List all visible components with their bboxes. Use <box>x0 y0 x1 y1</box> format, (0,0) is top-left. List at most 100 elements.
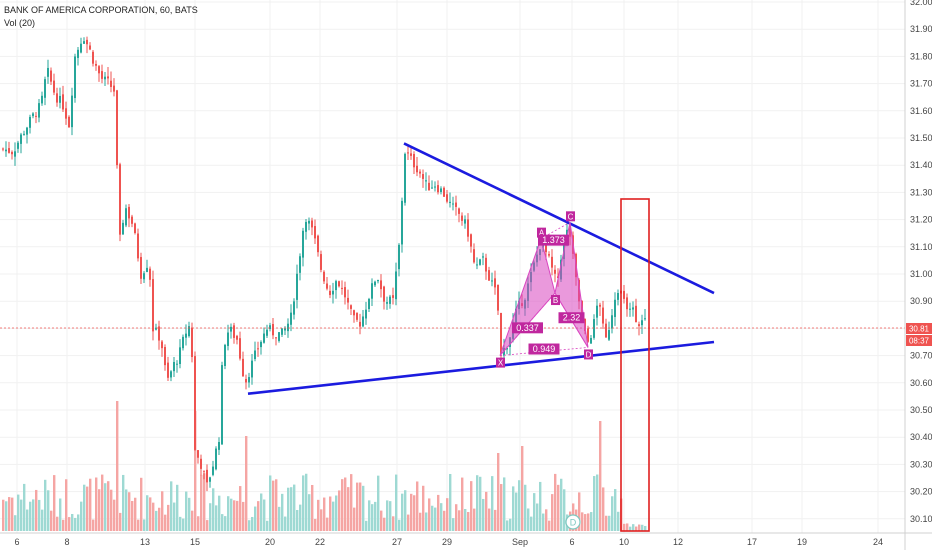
highlight-box[interactable] <box>620 198 650 532</box>
volume-bar <box>617 511 620 531</box>
candle-body <box>272 324 274 336</box>
price-tick-label: 31.30 <box>910 187 932 197</box>
candle-body <box>260 341 262 348</box>
volume-bar <box>62 519 65 531</box>
volume-bar <box>638 524 641 531</box>
volume-bar <box>230 498 233 531</box>
time-axis[interactable]: 6 8 13 15 20 22 27 29 Sep 6 10 12 17 19 24 <box>14 537 883 547</box>
candle-body <box>209 477 211 482</box>
candle-body <box>452 203 454 205</box>
candle-body <box>98 66 100 74</box>
volume-bar <box>563 489 566 531</box>
price-tick-label: 31.40 <box>910 160 932 170</box>
volume-bar <box>110 489 113 531</box>
candle-body <box>215 448 217 470</box>
volume-bar <box>20 499 23 531</box>
volume-bar <box>626 523 629 531</box>
candle-body <box>368 298 370 310</box>
volume-bar <box>467 512 470 531</box>
candle-body <box>257 348 259 350</box>
candle-body <box>479 259 481 265</box>
pattern-ratio-box <box>538 234 569 246</box>
candle-body <box>461 215 463 221</box>
trendlines[interactable] <box>247 142 715 395</box>
volume-bar <box>608 515 611 531</box>
volume-bar <box>398 519 401 531</box>
time-tick-label: Sep <box>512 537 528 547</box>
candle-body <box>332 290 334 295</box>
time-tick-label: 27 <box>392 537 402 547</box>
candle-body <box>173 362 175 372</box>
volume-bar <box>512 486 515 531</box>
volume-bar <box>248 520 251 531</box>
candle-body <box>242 358 244 377</box>
candle-body <box>131 216 133 224</box>
volume-bar <box>263 499 266 531</box>
candle-body <box>413 154 415 168</box>
volume-bar <box>152 502 155 531</box>
candle-body <box>233 325 235 338</box>
candle-body <box>614 299 616 318</box>
lower-trendline[interactable] <box>247 340 715 395</box>
candle-body <box>488 270 490 281</box>
candle-body <box>74 56 76 99</box>
candle-body <box>290 312 292 325</box>
candle-body <box>347 297 349 303</box>
candle-body <box>170 371 172 378</box>
price-tick-label: 30.10 <box>910 514 932 524</box>
volume-bar <box>509 518 512 531</box>
volume-bar <box>284 516 287 531</box>
candle-body <box>149 268 151 280</box>
volume-bar <box>524 484 527 531</box>
candle-body <box>221 365 223 445</box>
volume-bar <box>560 478 563 531</box>
volume-bar <box>206 520 209 531</box>
candle-body <box>596 305 598 318</box>
volume-bar <box>488 508 491 531</box>
candle-body <box>113 85 115 92</box>
price-tick-label: 31.00 <box>910 269 932 279</box>
volume-bar <box>215 505 218 531</box>
volume-bar <box>272 480 275 531</box>
candle-body <box>122 222 124 235</box>
harmonic-pattern[interactable]: X A B C D 0.337 1.373 2.32 0.949 <box>496 211 593 368</box>
volume-bar <box>197 516 200 531</box>
volume-bar <box>365 520 368 531</box>
upper-trendline[interactable] <box>403 142 715 295</box>
price-axis[interactable]: 32.00 31.90 31.80 31.70 31.60 31.50 31.40 31.30… <box>910 0 932 524</box>
pattern-point-label: B <box>553 296 558 305</box>
candle-body <box>2 148 4 150</box>
volume-bar <box>449 473 452 531</box>
volume-bar <box>122 474 125 531</box>
volume-bar <box>65 479 68 531</box>
candle-body <box>554 269 556 274</box>
candle-body <box>392 295 394 298</box>
candle-body <box>128 206 130 219</box>
candle-body <box>443 187 445 197</box>
volume-bar <box>506 520 509 531</box>
candle-body <box>134 223 136 233</box>
candle-body <box>494 278 496 288</box>
price-tick-label: 30.90 <box>910 296 932 306</box>
time-tick-label: 6 <box>569 537 574 547</box>
candle-body <box>158 326 160 341</box>
candle-body <box>470 234 472 247</box>
candle-body <box>107 76 109 79</box>
candle-body <box>473 249 475 263</box>
candle-body <box>110 80 112 87</box>
candle-body <box>176 363 178 365</box>
volume-bar <box>125 489 128 531</box>
last-price-text: 30.81 <box>909 325 930 334</box>
volume-bar <box>41 509 44 531</box>
candle-body <box>275 337 277 339</box>
last-price-tag <box>906 323 932 334</box>
volume-bar <box>533 493 536 531</box>
volume-bar <box>350 474 353 531</box>
candle-body <box>632 307 634 310</box>
candle-body <box>8 148 10 153</box>
candle-body <box>434 186 436 188</box>
candle-body <box>308 220 310 224</box>
dividend-marker-icon[interactable] <box>565 514 581 530</box>
